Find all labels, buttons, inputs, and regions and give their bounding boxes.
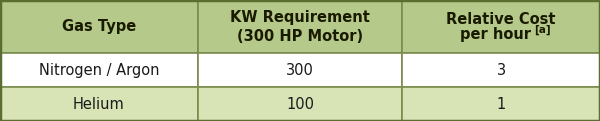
Bar	[0, 0, 198, 53]
Text: [a]: [a]	[534, 25, 551, 35]
Text: 1: 1	[496, 97, 506, 112]
Bar	[402, 53, 600, 87]
Bar	[0, 53, 198, 87]
Text: Relative Cost: Relative Cost	[446, 12, 556, 27]
Text: KW Requirement
(300 HP Motor): KW Requirement (300 HP Motor)	[230, 10, 370, 44]
Text: 100: 100	[286, 97, 314, 112]
Text: Gas Type: Gas Type	[62, 19, 136, 34]
Text: 300: 300	[286, 63, 314, 78]
Bar	[198, 53, 402, 87]
Bar	[402, 87, 600, 121]
Bar	[198, 0, 402, 53]
Text: Helium: Helium	[73, 97, 125, 112]
Text: per hour: per hour	[460, 27, 530, 42]
Bar	[0, 87, 198, 121]
Bar	[402, 0, 600, 53]
Text: Nitrogen / Argon: Nitrogen / Argon	[39, 63, 159, 78]
Bar	[198, 87, 402, 121]
Text: 3: 3	[496, 63, 506, 78]
